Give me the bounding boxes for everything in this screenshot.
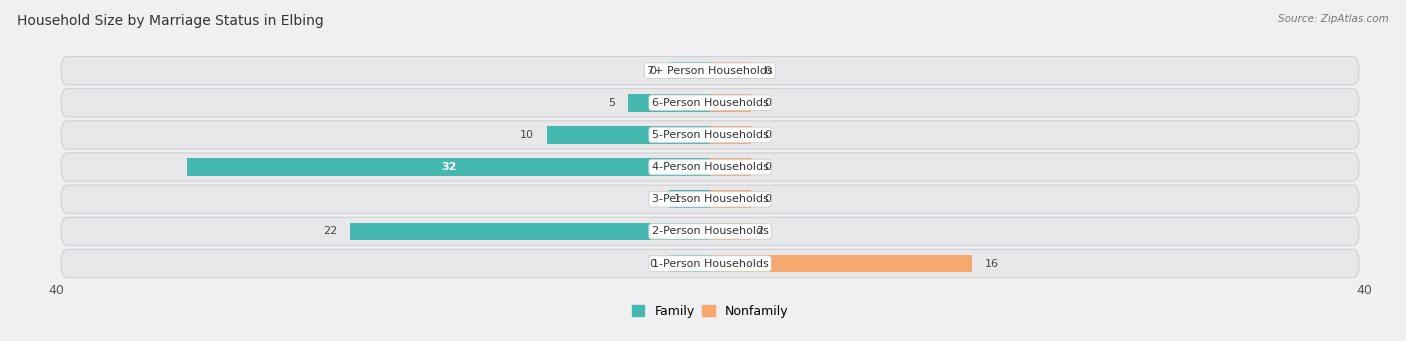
Text: 0: 0 xyxy=(763,194,770,204)
Legend: Family, Nonfamily: Family, Nonfamily xyxy=(627,300,793,323)
Bar xyxy=(350,223,710,240)
Text: 5-Person Households: 5-Person Households xyxy=(651,130,769,140)
Bar xyxy=(710,126,751,144)
Bar xyxy=(710,255,972,272)
Text: 6-Person Households: 6-Person Households xyxy=(651,98,769,108)
Bar xyxy=(547,126,710,144)
Bar xyxy=(710,94,751,112)
Text: 4-Person Households: 4-Person Households xyxy=(651,162,769,172)
Text: 0: 0 xyxy=(763,98,770,108)
Bar xyxy=(710,62,751,79)
Text: 7+ Person Households: 7+ Person Households xyxy=(647,65,773,76)
Bar xyxy=(669,62,710,79)
Bar xyxy=(187,158,710,176)
Text: 3-Person Households: 3-Person Households xyxy=(651,194,769,204)
Text: 0: 0 xyxy=(763,65,770,76)
Text: Source: ZipAtlas.com: Source: ZipAtlas.com xyxy=(1278,14,1389,24)
FancyBboxPatch shape xyxy=(60,121,1360,149)
Text: 0: 0 xyxy=(650,258,657,269)
Bar xyxy=(710,190,751,208)
Text: 1: 1 xyxy=(673,194,681,204)
FancyBboxPatch shape xyxy=(60,153,1360,181)
Text: 10: 10 xyxy=(519,130,533,140)
Text: 16: 16 xyxy=(984,258,998,269)
Bar xyxy=(669,255,710,272)
Bar xyxy=(669,190,710,208)
FancyBboxPatch shape xyxy=(60,217,1360,246)
FancyBboxPatch shape xyxy=(60,89,1360,117)
Text: 0: 0 xyxy=(763,130,770,140)
Text: Household Size by Marriage Status in Elbing: Household Size by Marriage Status in Elb… xyxy=(17,14,323,28)
Text: 2-Person Households: 2-Person Households xyxy=(651,226,769,236)
Text: 5: 5 xyxy=(609,98,616,108)
Text: 2: 2 xyxy=(756,226,763,236)
Text: 22: 22 xyxy=(323,226,337,236)
Text: 32: 32 xyxy=(441,162,456,172)
Bar xyxy=(710,223,751,240)
FancyBboxPatch shape xyxy=(60,57,1360,85)
Bar xyxy=(628,94,710,112)
Text: 0: 0 xyxy=(650,65,657,76)
FancyBboxPatch shape xyxy=(60,185,1360,213)
Text: 1-Person Households: 1-Person Households xyxy=(651,258,769,269)
Text: 0: 0 xyxy=(763,162,770,172)
Bar xyxy=(710,158,751,176)
FancyBboxPatch shape xyxy=(60,249,1360,278)
